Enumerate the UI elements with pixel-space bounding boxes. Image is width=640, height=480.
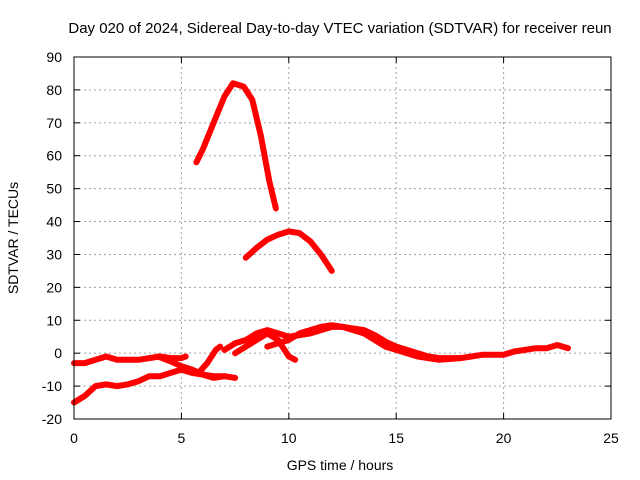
series-line-arc-i — [264, 322, 464, 363]
y-tick-label: 90 — [46, 49, 62, 65]
series-line-arc-f — [242, 228, 335, 274]
x-tick-label: 0 — [70, 430, 78, 446]
x-tick-label: 10 — [281, 430, 297, 446]
series-line-arc-g — [221, 323, 571, 362]
x-tick-label: 5 — [178, 430, 186, 446]
y-tick-label: 30 — [46, 246, 62, 262]
y-tick-label: 40 — [46, 214, 62, 230]
chart-title: Day 020 of 2024, Sidereal Day-to-day VTE… — [68, 20, 611, 37]
y-axis-label: SDTVAR / TECUs — [5, 182, 21, 294]
plot-frame — [73, 56, 612, 420]
y-tick-label: 10 — [46, 312, 62, 328]
series-line-arc-c — [154, 353, 228, 381]
y-tick-label: 50 — [46, 181, 62, 197]
y-tick-label: -10 — [42, 378, 62, 394]
y-tick-label: 80 — [46, 82, 62, 98]
y-tick-label: 0 — [54, 345, 62, 361]
y-tick-label: -20 — [42, 411, 62, 427]
series-line-arc-e — [193, 80, 279, 212]
y-tick-label: 60 — [46, 148, 62, 164]
x-tick-label: 15 — [388, 430, 404, 446]
series-line-arc-d — [195, 343, 224, 376]
x-axis-label: GPS time / hours — [287, 457, 394, 473]
series-line-arc-a — [71, 353, 189, 367]
series-line-arc-h — [232, 330, 299, 363]
series-layer — [71, 80, 571, 406]
tick-layer: 0 5 10 15 20 25 -20 -10 0 10 20 30 40 50 60 70 80 90 — [42, 49, 619, 446]
x-tick-label: 25 — [603, 430, 619, 446]
grid-layer — [74, 57, 611, 419]
x-tick-label: 20 — [496, 430, 512, 446]
y-tick-label: 20 — [46, 279, 62, 295]
y-tick-label: 70 — [46, 115, 62, 131]
